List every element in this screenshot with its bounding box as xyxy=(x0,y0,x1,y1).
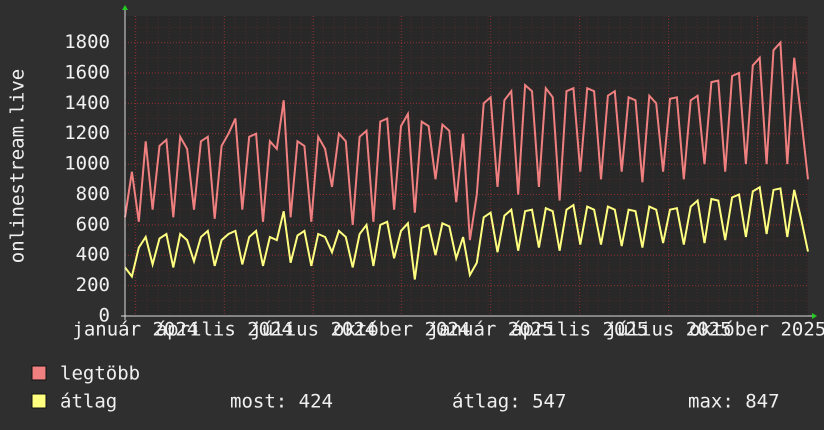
x-tick-label: január 2025 xyxy=(428,319,554,341)
legend-stat: max: 847 xyxy=(688,391,780,413)
y-tick-label: 1800 xyxy=(64,31,110,53)
legend-label: átlag xyxy=(60,391,117,413)
legend-swatch xyxy=(31,365,47,381)
x-tick-label: július 2024 xyxy=(250,319,376,341)
x-tick-label: október 2024 xyxy=(333,319,470,341)
y-tick-label: 200 xyxy=(76,274,110,296)
x-tick-label: október 2025 xyxy=(689,319,824,341)
y-tick-label: 1000 xyxy=(64,153,110,175)
y-tick-label: 400 xyxy=(76,244,110,266)
x-tick-label: július 2025 xyxy=(606,319,732,341)
y-tick-label: 1600 xyxy=(64,61,110,83)
x-tick-label: január 2024 xyxy=(72,319,198,341)
axis-arrow xyxy=(812,313,817,319)
legend-stat: most: 424 xyxy=(230,391,333,413)
x-tick-label: április 2025 xyxy=(511,319,648,341)
x-tick-label: április 2024 xyxy=(156,319,293,341)
axis-arrow xyxy=(122,5,128,10)
y-tick-label: 1400 xyxy=(64,92,110,114)
legend-swatch xyxy=(31,393,47,409)
y-tick-label: 600 xyxy=(76,213,110,235)
legend-label: legtöbb xyxy=(60,363,140,385)
y-tick-label: 800 xyxy=(76,183,110,205)
y-tick-label: 1200 xyxy=(64,122,110,144)
y-tick-label: 0 xyxy=(99,305,110,327)
legend-stat: átlag: 547 xyxy=(452,391,566,413)
y-axis-label: onlinestream.live xyxy=(7,69,29,263)
series-line xyxy=(124,185,809,280)
series-line xyxy=(124,40,809,241)
